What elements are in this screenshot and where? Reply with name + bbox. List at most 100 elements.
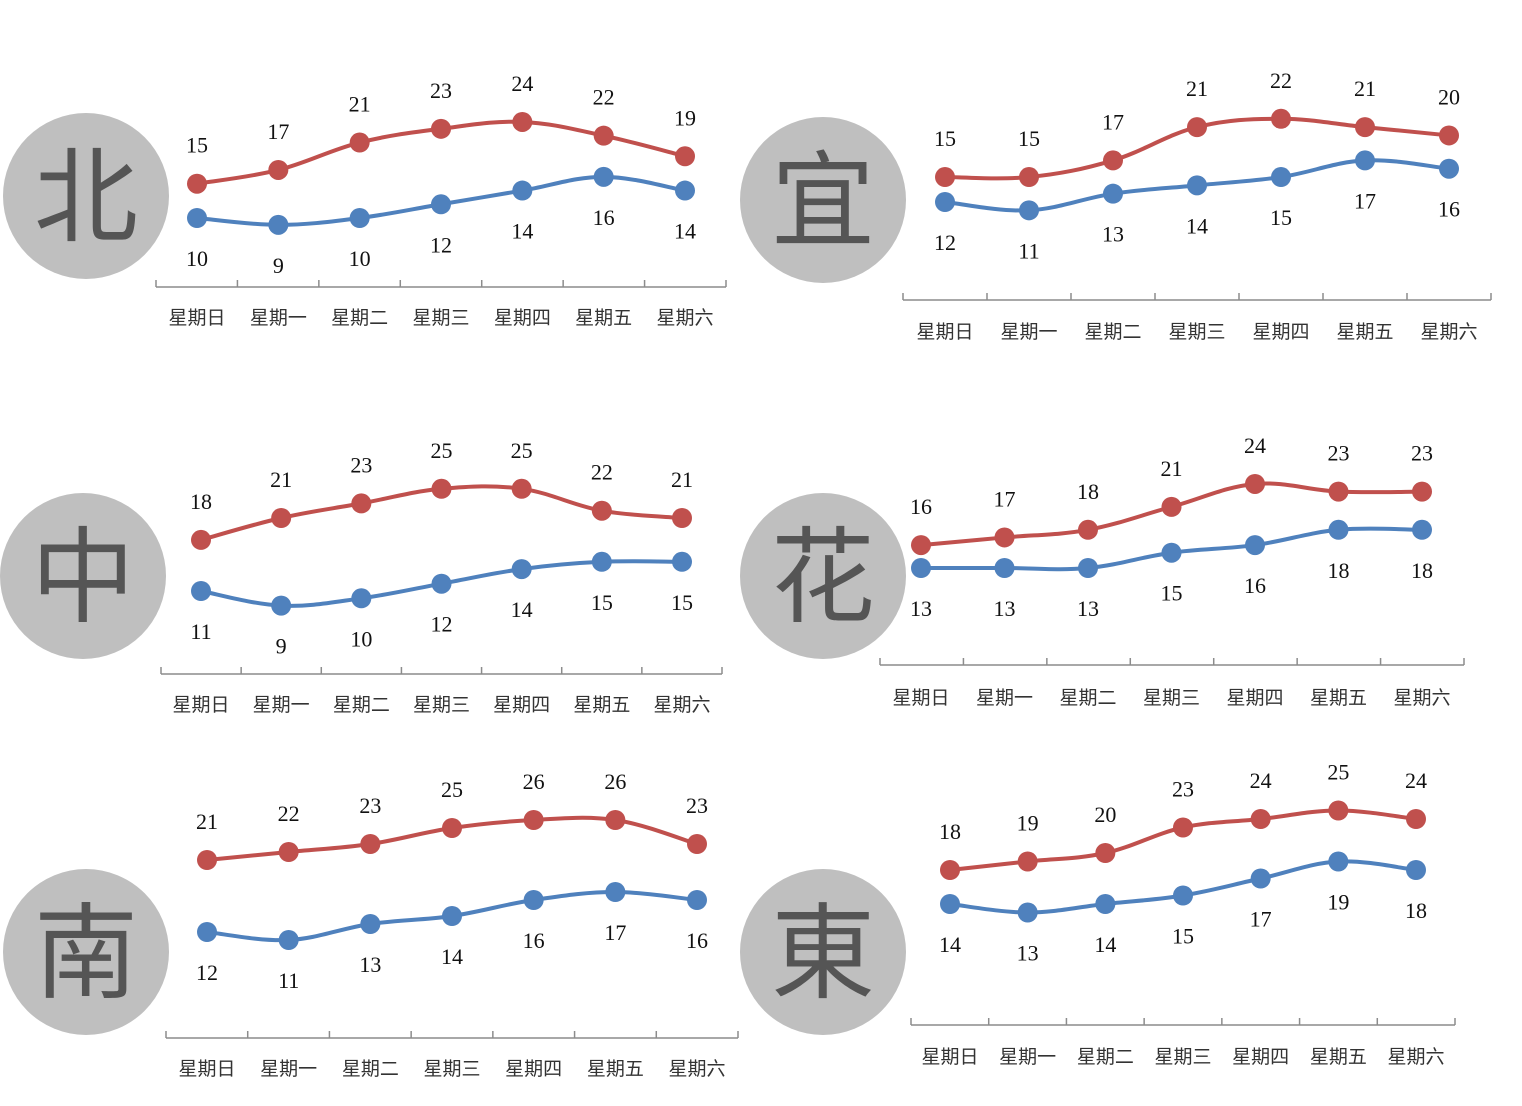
x-tick-label: 星期二 [1084,321,1141,343]
low-temp-point [1412,519,1432,540]
high-temp-point [994,527,1015,548]
high-temp-label: 26 [523,769,545,794]
low-temp-label: 12 [430,232,452,257]
high-temp-label: 21 [1354,76,1376,101]
x-tick-label: 星期二 [333,694,390,716]
region-badge-icon [740,493,906,659]
high-temp-point [1161,496,1182,517]
x-tick-label: 星期三 [423,1058,480,1080]
high-temp-label: 16 [910,494,932,519]
high-temp-label: 20 [1438,84,1460,109]
high-temp-label: 24 [1250,768,1272,793]
low-temp-label: 14 [1094,932,1116,957]
x-tick-label: 星期五 [1310,1046,1367,1068]
region-name: 南 [34,892,138,1014]
low-temp-point [1328,519,1349,540]
low-temp-point [1271,167,1291,188]
high-temp-point [442,818,462,838]
x-tick-label: 星期日 [178,1058,235,1080]
low-temp-label: 10 [350,626,372,651]
high-temp-point [349,132,370,153]
high-temp-point [1250,809,1271,829]
region-name: 北 [34,136,138,258]
low-temp-label: 13 [910,596,932,621]
x-tick-label: 星期日 [921,1046,978,1068]
high-temp-point [1271,108,1291,129]
high-temp-point [351,493,372,514]
high-temp-point [605,810,626,830]
low-temp-point [605,882,626,902]
low-temp-point [1250,868,1271,889]
high-temp-point [1103,150,1123,171]
high-temp-point [431,478,452,499]
low-temp-label: 14 [511,597,533,622]
low-temp-point [1187,175,1207,196]
low-temp-point [1103,183,1123,204]
x-tick-label: 星期一 [976,687,1033,709]
high-temp-label: 15 [1018,126,1040,151]
region-name: 東 [771,892,875,1014]
x-tick-label: 星期一 [253,694,310,716]
x-tick-label: 星期三 [1168,321,1225,343]
high-temp-point [431,118,451,139]
high-temp-point [187,173,207,194]
high-temp-label: 23 [359,793,381,818]
low-temp-point [1019,200,1039,221]
low-temp-point [911,558,931,578]
high-temp-point [1078,519,1098,540]
high-temp-point [271,508,292,528]
high-temp-point [593,125,614,146]
low-temp-point [523,890,544,910]
x-tick-label: 星期五 [573,694,630,716]
low-temp-point [940,894,960,914]
x-tick-label: 星期四 [1232,1046,1289,1068]
high-temp-label: 17 [1102,109,1124,134]
low-temp-label: 16 [686,928,708,953]
low-temp-label: 15 [671,590,693,615]
high-temp-point [672,508,692,528]
low-temp-label: 15 [1161,581,1183,606]
high-temp-point [935,167,955,188]
low-temp-point [593,166,614,187]
high-temp-label: 18 [190,489,212,514]
low-temp-label: 14 [441,944,463,969]
high-temp-point [1095,843,1116,863]
low-temp-point [431,573,452,594]
low-temp-label: 16 [1438,197,1460,222]
low-temp-label: 9 [276,634,287,659]
x-tick-label: 星期四 [505,1058,562,1080]
low-temp-point [994,558,1015,578]
low-temp-label: 15 [1270,205,1292,230]
low-temp-point [1161,542,1182,563]
high-temp-label: 23 [1411,441,1433,466]
high-temp-label: 25 [441,777,463,802]
high-temp-label: 15 [934,126,956,151]
low-temp-label: 16 [523,928,545,953]
low-temp-label: 14 [674,219,696,244]
x-tick-label: 星期六 [656,307,713,329]
high-temp-label: 17 [267,119,289,144]
x-tick-label: 星期三 [412,307,469,329]
low-temp-point [360,914,381,934]
high-temp-label: 22 [1270,68,1292,93]
low-temp-label: 12 [934,230,956,255]
high-temp-point [512,111,533,132]
region-name: 宜 [771,140,875,262]
high-temp-point [940,860,960,880]
low-temp-point [1095,894,1116,914]
high-temp-point [1187,117,1207,138]
low-temp-label: 16 [1244,573,1266,598]
x-tick-label: 星期六 [668,1058,725,1080]
high-temp-label: 22 [278,801,300,826]
low-temp-label: 13 [994,596,1016,621]
x-tick-label: 星期四 [493,694,550,716]
low-temp-point [1406,860,1426,880]
high-temp-point [1328,481,1349,502]
region-badge-icon [3,113,169,279]
high-temp-point [268,159,289,180]
region-badge-icon [3,869,169,1035]
low-temp-label: 13 [359,952,381,977]
x-tick-label: 星期四 [494,307,551,329]
